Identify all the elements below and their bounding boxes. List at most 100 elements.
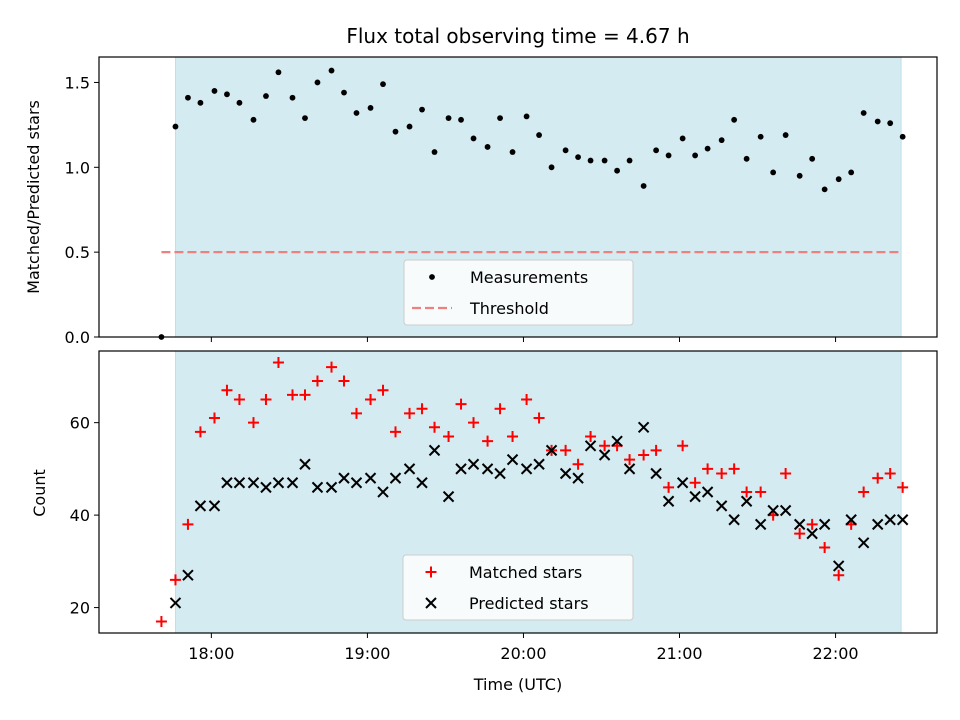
predicted-stars-point <box>311 481 324 494</box>
matched-stars-point <box>677 440 689 452</box>
measurements-point <box>601 157 608 164</box>
matched-stars-point <box>833 569 845 581</box>
measurements-point <box>484 144 491 150</box>
measurements-point <box>626 157 633 164</box>
matched-stars-point <box>638 449 650 461</box>
predicted-stars-point <box>233 477 246 489</box>
measurements-point <box>665 152 672 159</box>
matched-stars-point <box>702 463 714 475</box>
predicted-stars-point <box>754 518 767 531</box>
matched-stars-point <box>858 486 870 498</box>
measurements-point <box>821 186 828 193</box>
bottom-y-ticks: 20 40 60 <box>70 414 99 618</box>
matched-stars-point <box>221 384 233 396</box>
measurements-point <box>197 99 204 106</box>
measurements-point <box>497 115 503 121</box>
x-tick-label: 21:00 <box>656 644 702 663</box>
measurements-point <box>224 91 230 98</box>
predicted-stars-point <box>403 463 416 475</box>
measurements-point <box>731 116 738 123</box>
matched-stars-point <box>338 375 350 387</box>
predicted-stars-point <box>740 495 753 507</box>
matched-stars-point <box>443 431 455 443</box>
y-tick-label: 40 <box>70 506 90 525</box>
predicted-stars-point <box>194 500 207 512</box>
matched-stars-point <box>872 472 884 484</box>
measurements-point <box>275 69 282 76</box>
bottom-axes-frame <box>98 350 938 634</box>
measurements-point <box>419 106 425 113</box>
predicted-stars-point <box>884 514 896 526</box>
measurements-point <box>314 79 321 86</box>
measurements-point <box>587 157 594 164</box>
predicted-stars-point <box>272 477 285 489</box>
measurements-point <box>431 149 438 155</box>
matched-stars-point <box>819 541 831 553</box>
matched-stars-point <box>404 407 416 419</box>
legend-label: Matched stars <box>469 563 582 582</box>
predicted-stars-point <box>182 569 194 581</box>
predicted-stars-point <box>857 537 870 549</box>
measurements-point <box>835 176 842 183</box>
matched-stars-point <box>716 468 728 480</box>
measurements-point <box>185 94 191 101</box>
predicted-stars-point <box>623 463 636 475</box>
top-axes-frame <box>98 56 938 338</box>
measurements-point <box>653 147 660 154</box>
measurements-point <box>640 183 647 189</box>
matched-stars-point <box>689 477 701 489</box>
matched-stars-point <box>897 481 909 493</box>
x-tick-label: 20:00 <box>500 644 546 663</box>
legend-label: Predicted stars <box>469 594 589 613</box>
measurements-point <box>692 152 699 159</box>
predicted-stars-point <box>793 518 806 531</box>
predicted-stars-point <box>299 458 311 470</box>
x-tick-label: 22:00 <box>813 644 859 663</box>
legend-marker <box>425 566 437 578</box>
measurements-point <box>562 147 569 154</box>
top-x-ticks <box>210 337 837 342</box>
predicted-stars-point <box>637 421 650 433</box>
measurements-point <box>536 132 542 138</box>
x-tick-label: 18:00 <box>188 644 234 663</box>
measurements-point <box>353 110 360 116</box>
top-data-marks <box>158 67 906 340</box>
predicted-stars-point <box>689 490 701 503</box>
matched-stars-point <box>572 458 584 470</box>
bottom-legend: Matched stars Predicted stars <box>402 554 634 621</box>
top-panel: 0.0 0.5 1.0 1.5 Matched/Predicted stars Mea… <box>24 56 938 347</box>
predicted-stars-point <box>662 495 675 507</box>
measurements-point <box>718 137 725 144</box>
y-tick-label: 20 <box>70 599 90 618</box>
matched-stars-point <box>482 435 494 447</box>
bottom-data-marks <box>155 357 909 627</box>
matched-stars-point <box>299 389 311 401</box>
predicted-stars-point <box>806 527 818 540</box>
y-tick-label: 0.5 <box>65 243 90 262</box>
measurements-point <box>770 169 777 176</box>
predicted-stars-point <box>832 560 845 572</box>
predicted-stars-point <box>572 472 584 484</box>
matched-stars-point <box>377 384 389 396</box>
matched-stars-point <box>794 528 806 540</box>
matched-stars-point <box>521 394 533 406</box>
matched-stars-point <box>624 454 636 466</box>
predicted-stars-point <box>545 444 558 457</box>
predicted-stars-point <box>506 453 519 466</box>
legend-marker <box>429 274 435 280</box>
measurements-point <box>679 135 686 142</box>
matched-stars-point <box>455 398 467 410</box>
predicted-stars-point <box>676 477 689 489</box>
matched-stars-point <box>560 444 572 456</box>
bottom-x-ticks: 18:00 19:00 20:00 21:00 22:00 <box>188 633 859 663</box>
measurements-point <box>328 67 335 74</box>
matched-stars-point <box>208 412 220 424</box>
predicted-stars-point <box>364 472 377 484</box>
matched-stars-point <box>806 518 818 530</box>
matched-stars-point <box>468 417 480 429</box>
bottom-panel: 20 40 60 18:00 19:00 20:00 21:00 22:00 Count T… <box>30 350 938 694</box>
predicted-stars-point <box>221 477 233 489</box>
measurements-point <box>406 123 413 130</box>
measurements-point <box>341 89 347 96</box>
